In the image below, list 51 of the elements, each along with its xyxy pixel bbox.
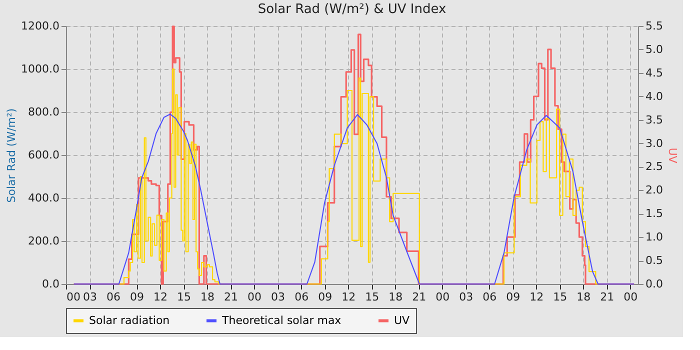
legend-label: Solar radiation	[89, 314, 170, 327]
y-tick-label: 0.0	[42, 278, 60, 290]
y-tick-label: 800.0	[28, 106, 60, 118]
chart-title: Solar Rad (W/m²) & UV Index	[258, 2, 446, 17]
x-tick-label: 12	[530, 290, 544, 304]
x-tick-label: 00	[436, 290, 450, 304]
y-axis-title: Solar Rad (W/m²)	[5, 108, 18, 203]
y2-tick-label: 5.0	[646, 42, 663, 56]
y2-tick-label: 4.5	[646, 66, 663, 80]
x-tick-label: 21	[600, 290, 614, 304]
x-tick-label: 03	[459, 290, 474, 304]
y-tick-label: 200.0	[28, 234, 60, 248]
x-tick-label: 03	[83, 290, 98, 304]
y2-axis-title: UV	[666, 148, 679, 164]
x-tick-label: 21	[224, 290, 238, 304]
x-tick-label: 12	[154, 290, 168, 304]
x-tick-label: 09	[318, 290, 332, 304]
y-tick-label: 600.0	[28, 148, 60, 162]
y2-tick-label: 1.0	[646, 230, 663, 244]
x-tick-label: 15	[365, 290, 380, 304]
y2-tick-label: 3.5	[646, 113, 663, 126]
x-tick-label: 06	[294, 290, 309, 304]
y2-tick-label: 0.5	[646, 254, 663, 268]
x-tick-label: 00	[66, 290, 80, 304]
y2-tick-label: 4.0	[646, 90, 663, 103]
x-tick-label: 06	[482, 290, 497, 304]
y2-tick-label: 1.5	[646, 207, 663, 220]
y2-tick-label: 3.0	[646, 136, 663, 150]
y-tick-label: 400.0	[28, 192, 60, 204]
x-tick-label: 00	[624, 290, 638, 304]
line-series	[73, 114, 635, 285]
y2-tick-label: 2.0	[646, 184, 663, 197]
x-tick-label: 00	[248, 290, 262, 304]
x-tick-label: 18	[576, 290, 591, 304]
x-tick-label: 12	[342, 290, 356, 304]
y2-tick-label: 0.0	[646, 278, 663, 290]
x-tick-label: 18	[388, 290, 403, 304]
legend-label: Theoretical solar max	[221, 314, 342, 327]
y2-tick-label: 2.5	[646, 160, 663, 174]
x-tick-label: 21	[412, 290, 426, 304]
x-tick-label: 18	[200, 290, 215, 304]
legend-label: UV	[394, 314, 410, 327]
x-tick-label: 09	[130, 290, 144, 304]
x-tick-label: 15	[177, 290, 192, 304]
x-tick-label: 06	[106, 290, 121, 304]
y-tick-label: 1000.0	[21, 62, 60, 76]
y-tick-label: 1200.0	[21, 20, 60, 32]
x-tick-label: 15	[553, 290, 568, 304]
y2-tick-label: 5.5	[646, 20, 663, 32]
x-tick-label: 09	[506, 290, 520, 304]
x-tick-label: 03	[271, 290, 286, 304]
